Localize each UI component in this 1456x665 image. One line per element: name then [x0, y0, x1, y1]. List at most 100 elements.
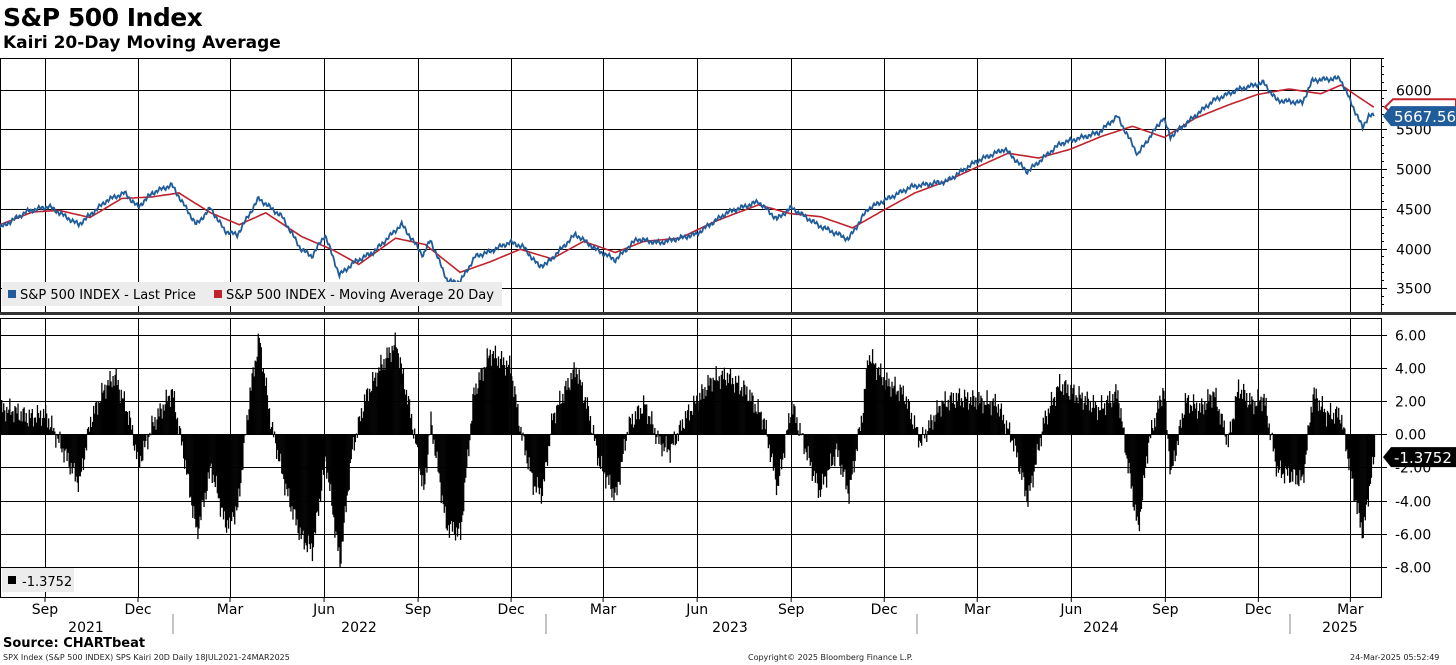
- kairi-bar: [1155, 426, 1157, 435]
- kairi-bar: [1296, 434, 1298, 476]
- kairi-bar: [104, 384, 106, 435]
- kairi-bar: [1163, 390, 1165, 435]
- kairi-bar: [1068, 396, 1070, 435]
- kairi-bar: [978, 391, 980, 435]
- kairi-bar: [1325, 426, 1328, 435]
- kairi-bar: [158, 416, 160, 435]
- kairi-bar: [366, 388, 369, 435]
- kairi-bar: [971, 405, 973, 435]
- kairi-bar: [374, 377, 376, 435]
- kairi-bar: [1273, 434, 1275, 449]
- kairi-bar: [361, 417, 364, 435]
- kairi-bar: [284, 434, 286, 496]
- kairi-bar: [1207, 389, 1209, 435]
- kairi-bar: [101, 382, 103, 435]
- kairi-bar: [595, 434, 598, 446]
- kairi-bar: [628, 416, 630, 435]
- kairi-bar: [786, 430, 788, 435]
- kairi-bar: [1263, 393, 1265, 435]
- kairi-bar: [334, 434, 336, 538]
- kairi-bar: [714, 380, 716, 435]
- kairi-bar: [1193, 403, 1196, 435]
- kairi-bar: [25, 413, 27, 435]
- kairi-bar: [106, 385, 108, 435]
- kairi-bar: [804, 434, 806, 449]
- kairi-bar: [556, 405, 558, 435]
- kairi-bar: [753, 412, 755, 435]
- kairi-bar: [369, 388, 371, 435]
- kairi-bar: [768, 434, 770, 445]
- kairi-bar: [837, 434, 839, 457]
- kairi-bar: [492, 351, 494, 435]
- kairi-bar: [627, 434, 629, 435]
- kairi-bar: [120, 389, 122, 435]
- kairi-bar: [1082, 409, 1084, 435]
- kairi-bar: [722, 379, 724, 435]
- kairi-bar: [355, 433, 358, 435]
- kairi-bar: [172, 397, 175, 435]
- kairi-bar: [1063, 395, 1065, 435]
- kairi-bar: [238, 434, 240, 489]
- kairi-bar: [795, 423, 797, 435]
- kairi-bar: [635, 419, 638, 435]
- kairi-bar: [858, 427, 860, 435]
- kairi-bar: [188, 434, 190, 475]
- kairi-last-value-badge: [1383, 447, 1456, 468]
- kairi-bar: [380, 354, 382, 435]
- kairi-bar: [1180, 427, 1182, 435]
- kairi-bar: [227, 434, 230, 529]
- kairi-bar: [1337, 417, 1339, 435]
- kairi-bar: [285, 434, 287, 484]
- kairi-bar: [1369, 434, 1372, 484]
- kairi-bar: [764, 429, 766, 435]
- kairi-bar: [985, 405, 987, 435]
- kairi-bar: [948, 410, 950, 435]
- kairi-bar: [822, 434, 825, 485]
- kairi-bar: [453, 434, 456, 535]
- kairi-bar: [684, 411, 687, 435]
- kairi-bar: [803, 434, 805, 455]
- kairi-bar: [649, 416, 651, 435]
- kairi-bar: [539, 434, 542, 489]
- kairi-bar: [496, 365, 499, 435]
- kairi-bar: [78, 434, 81, 477]
- kairi-bar: [793, 404, 795, 435]
- kairi-bar: [567, 378, 569, 435]
- kairi-bar: [1182, 417, 1184, 435]
- kairi-bar: [817, 434, 820, 499]
- kairi-bar: [1110, 402, 1112, 435]
- kairi-bar: [646, 404, 648, 435]
- kairi-bar: [850, 434, 852, 480]
- kairi-bar: [967, 392, 969, 435]
- kairi-bar: [1164, 399, 1166, 435]
- kairi-bar: [35, 422, 38, 435]
- x-month-label: Sep: [1152, 602, 1179, 618]
- kairi-bar: [759, 412, 761, 435]
- kairi-bar: [144, 434, 146, 448]
- kairi-bar: [879, 375, 881, 435]
- kairi-bar: [1052, 398, 1055, 435]
- kairi-bar: [39, 410, 42, 435]
- kairi-bar: [716, 380, 718, 435]
- kairi-bar: [1116, 398, 1118, 435]
- kairi-bar: [127, 424, 130, 435]
- x-month-label: Mar: [1337, 602, 1364, 618]
- kairi-bar: [1291, 434, 1293, 472]
- kairi-bar: [538, 434, 540, 495]
- kairi-bar: [62, 434, 64, 449]
- kairi-bar: [618, 434, 620, 483]
- kairi-bar: [808, 434, 810, 459]
- kairi-bar: [32, 426, 35, 435]
- kairi-bar: [1108, 403, 1110, 435]
- kairi-bar: [1105, 415, 1107, 435]
- kairi-bar: [891, 381, 893, 435]
- kairi-bar: [531, 434, 533, 474]
- kairi-bar: [159, 403, 161, 435]
- kairi-bar: [1220, 413, 1222, 435]
- kairi-bar: [815, 434, 818, 474]
- kairi-bar: [33, 417, 36, 435]
- kairi-bar: [386, 347, 388, 435]
- kairi-bar: [352, 434, 354, 437]
- price-legend: S&P 500 INDEX - Last Price S&P 500 INDEX …: [2, 282, 502, 306]
- kairi-bar: [676, 433, 678, 435]
